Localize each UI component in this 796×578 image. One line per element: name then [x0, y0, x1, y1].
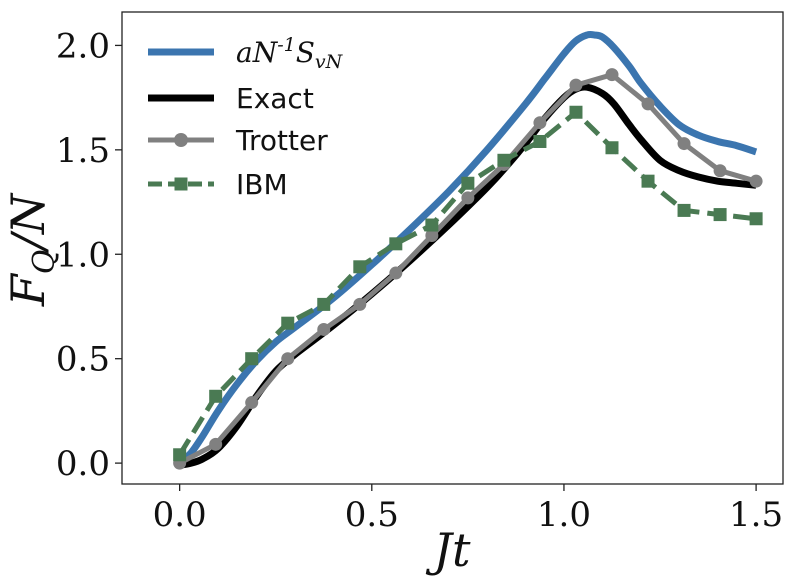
- data-point: [677, 137, 691, 151]
- data-point: [281, 316, 295, 330]
- data-point: [245, 396, 259, 410]
- y-tick-label: 0.0: [56, 444, 110, 484]
- series-layer: [173, 30, 763, 470]
- data-point: [749, 212, 763, 226]
- y-tick-label: 0.5: [56, 340, 110, 380]
- x-axis-label: Jt: [426, 523, 471, 577]
- legend-marker: [174, 133, 188, 147]
- series-an-1-s-vn-: [177, 30, 758, 466]
- legend: aN-1SvN Exact Trotter IBM: [148, 34, 344, 201]
- y-axis-label: FQ/N: [1, 192, 62, 307]
- x-tick-label: 0.0: [153, 495, 207, 535]
- data-point: [281, 352, 295, 366]
- y-tick-label: 1.5: [56, 131, 110, 171]
- data-point: [353, 260, 367, 274]
- x-axis-ticks: 0.0 0.5 1.0 1.5: [153, 484, 783, 535]
- legend-item: Exact: [148, 82, 314, 115]
- legend-marker: [174, 177, 188, 191]
- data-point: [209, 437, 223, 451]
- legend-label: IBM: [236, 168, 288, 201]
- data-point: [353, 297, 367, 311]
- data-point: [713, 208, 727, 222]
- data-point: [641, 97, 655, 111]
- series-ibm: [173, 105, 763, 462]
- data-point: [533, 116, 547, 130]
- data-point: [569, 78, 583, 92]
- data-point: [461, 176, 475, 190]
- data-point: [389, 266, 403, 280]
- legend-item: IBM: [148, 168, 288, 201]
- legend-item: aN-1SvN: [148, 34, 344, 73]
- legend-label: Trotter: [235, 124, 328, 157]
- data-point: [497, 153, 511, 167]
- data-point: [677, 203, 691, 217]
- legend-item: Trotter: [148, 124, 328, 157]
- data-point: [461, 191, 475, 205]
- series-line: [177, 30, 758, 466]
- x-tick-label: 0.5: [345, 495, 399, 535]
- data-point: [209, 389, 223, 403]
- data-point: [317, 322, 331, 336]
- data-point: [245, 352, 259, 366]
- data-point: [569, 105, 583, 119]
- data-point: [533, 134, 547, 148]
- data-point: [389, 237, 403, 251]
- data-point: [425, 228, 439, 242]
- data-point: [605, 141, 619, 155]
- data-point: [605, 68, 619, 82]
- plot-frame: [121, 11, 784, 485]
- data-point: [317, 297, 331, 311]
- data-point: [749, 174, 763, 188]
- x-tick-label: 1.5: [729, 495, 783, 535]
- x-tick-label: 1.0: [537, 495, 591, 535]
- legend-label: Exact: [236, 82, 314, 115]
- data-point: [641, 174, 655, 188]
- data-point: [173, 448, 187, 462]
- data-point: [425, 218, 439, 232]
- y-tick-label: 1.0: [56, 235, 110, 275]
- legend-label: aN-1SvN: [236, 34, 344, 73]
- data-point: [713, 164, 727, 178]
- y-axis-ticks: 0.0 0.5 1.0 1.5 2.0: [56, 26, 122, 484]
- y-tick-label: 2.0: [56, 26, 110, 66]
